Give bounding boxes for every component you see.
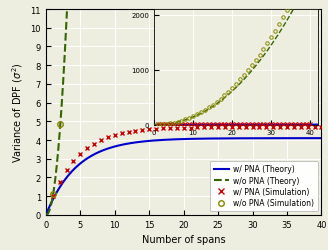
X-axis label: Number of spans: Number of spans bbox=[142, 234, 225, 244]
Y-axis label: Variance of DPF ($\sigma^2$): Variance of DPF ($\sigma^2$) bbox=[10, 62, 25, 162]
Legend: w/ PNA (Theory), w/o PNA (Theory), w/ PNA (Simulation), w/o PNA (Simulation): w/ PNA (Theory), w/o PNA (Theory), w/ PN… bbox=[210, 161, 318, 211]
